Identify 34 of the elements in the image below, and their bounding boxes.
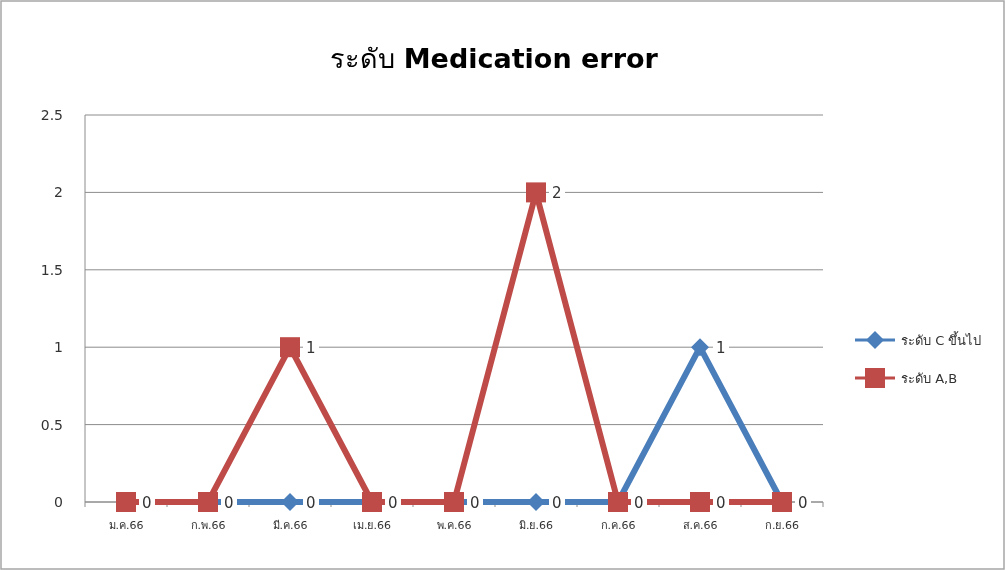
data-label: 1 — [306, 339, 316, 358]
data-label: 0 — [306, 494, 316, 512]
x-tick-label: ก.พ.66 — [190, 519, 226, 532]
legend-label: ระดับ C ขึ้นไป — [901, 331, 982, 348]
data-label: 0 — [552, 494, 562, 512]
y-tick-label: 2.5 — [40, 107, 63, 123]
y-tick-label: 1.5 — [40, 261, 63, 278]
point — [280, 337, 300, 358]
data-label: 0 — [798, 494, 808, 512]
y-tick-label: 1 — [54, 339, 63, 356]
x-tick-label: ม.ค.66 — [108, 519, 144, 532]
data-label: 0 — [716, 494, 726, 512]
data-label: 0 — [388, 494, 398, 512]
y-tick-label: 0.5 — [40, 416, 63, 433]
x-tick-label: มิ.ย.66 — [519, 519, 553, 532]
x-tick-label: ส.ค.66 — [682, 519, 718, 532]
point — [526, 182, 546, 203]
x-tick-label: ก.ค.66 — [600, 519, 636, 532]
y-tick-label: 0 — [54, 494, 63, 510]
point — [691, 338, 709, 357]
y-tick-label: 2 — [54, 184, 63, 201]
x-tick-label: เม.ย.66 — [353, 519, 391, 532]
chart-title: ระดับ Medication error — [330, 43, 659, 74]
data-label: 0 — [634, 494, 644, 512]
data-label: 0 — [142, 494, 152, 512]
x-tick-label: พ.ค.66 — [436, 519, 472, 532]
data-label: 0 — [470, 494, 480, 512]
data-label: 2 — [552, 184, 562, 203]
x-tick-label: ก.ย.66 — [765, 519, 799, 532]
point — [690, 492, 710, 512]
data-label: 0 — [224, 494, 234, 512]
data-label: 1 — [716, 339, 726, 358]
x-tick-label: มี.ค.66 — [272, 519, 308, 532]
legend-label: ระดับ A,B — [901, 371, 958, 386]
